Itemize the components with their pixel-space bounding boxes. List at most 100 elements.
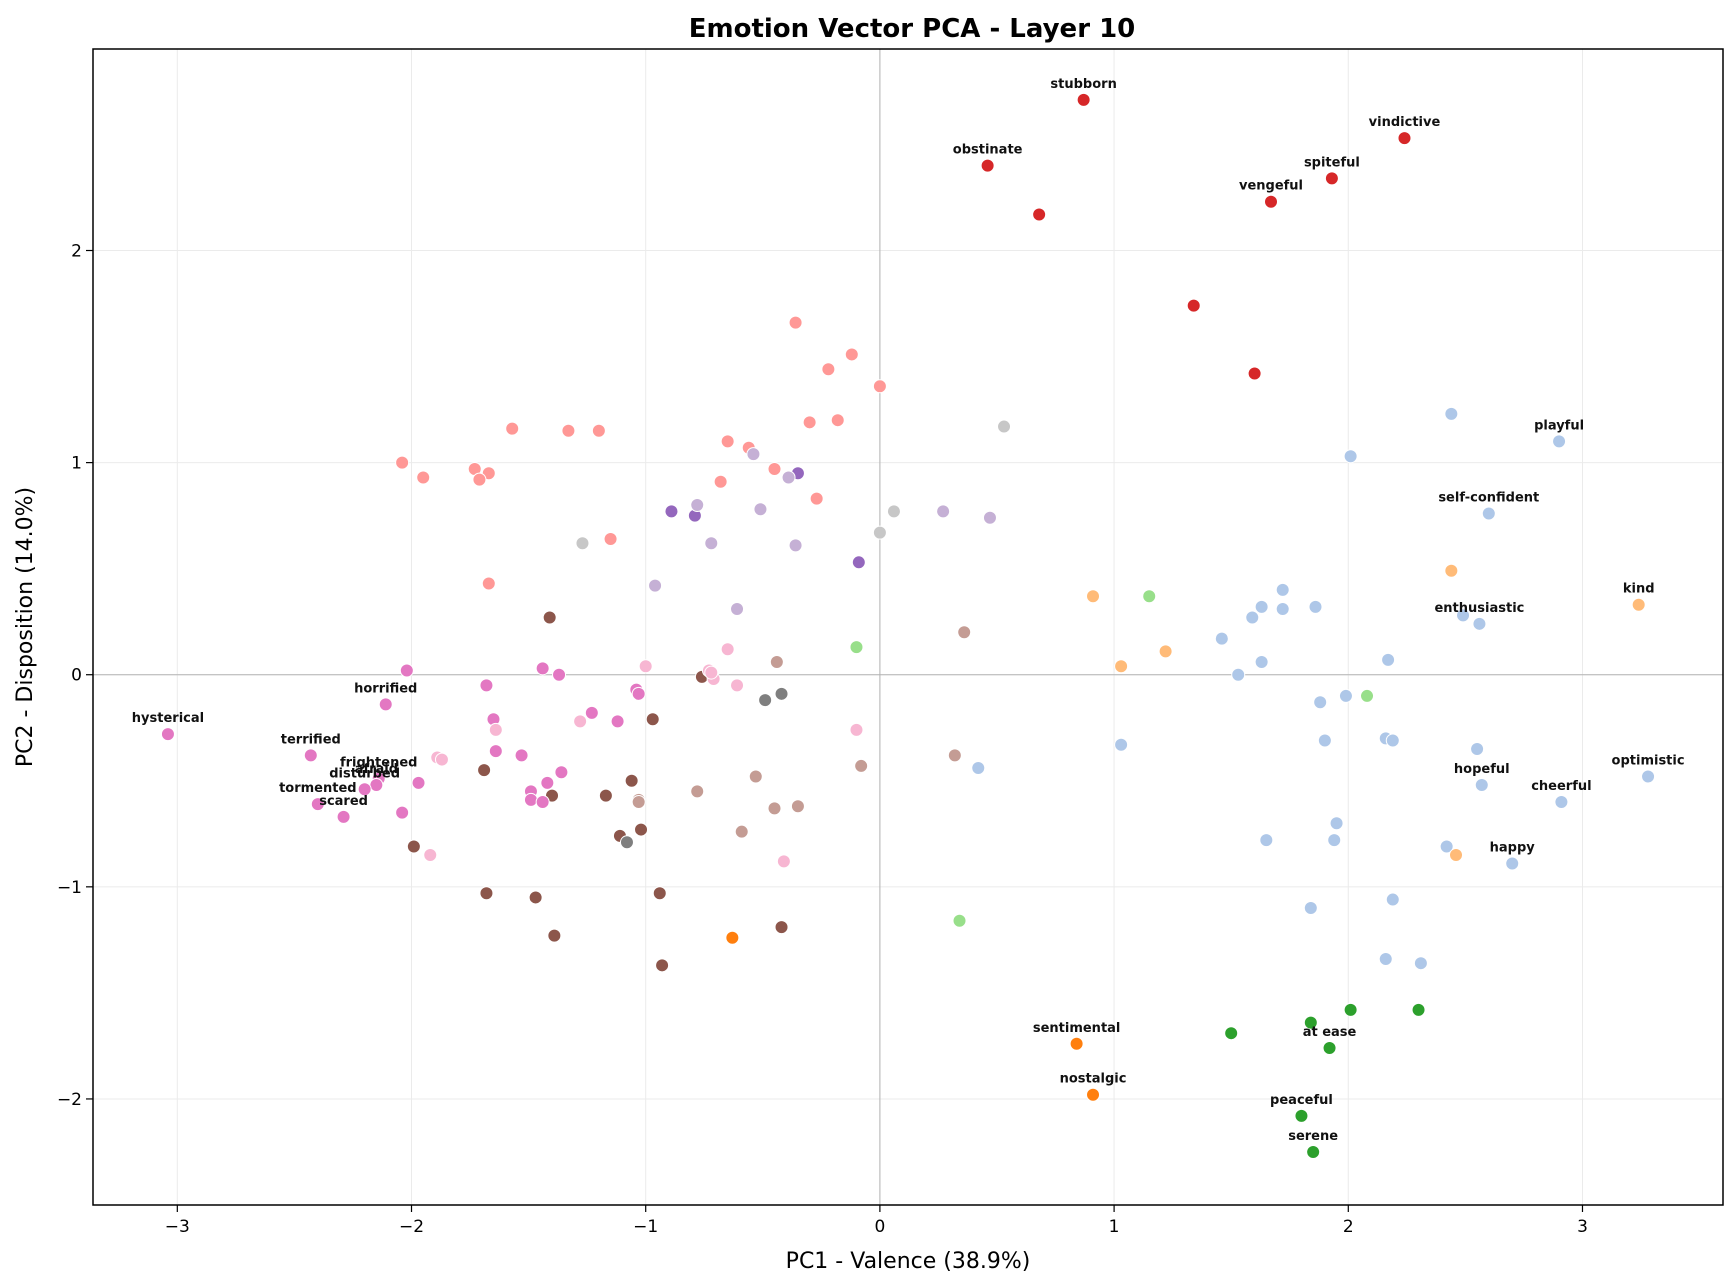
data-point [1322, 1041, 1337, 1056]
data-point [1360, 688, 1375, 703]
data-point [704, 665, 719, 680]
data-point [849, 722, 864, 737]
data-point [652, 886, 667, 901]
data-point [610, 714, 625, 729]
data-point [1381, 652, 1396, 667]
y-axis-label: PC2 - Disposition (14.0%) [13, 487, 38, 767]
data-point [886, 504, 901, 519]
data-point [753, 502, 768, 517]
data-point [734, 824, 749, 839]
data-point [542, 610, 557, 625]
point-label: sentimental [1033, 1021, 1121, 1036]
data-point [872, 525, 887, 540]
data-point [704, 536, 719, 551]
data-point [788, 315, 803, 330]
data-point [1444, 563, 1459, 578]
point-label: nostalgic [1060, 1072, 1127, 1087]
data-point [336, 809, 351, 824]
data-point [1385, 892, 1400, 907]
data-point [725, 930, 740, 945]
data-point [1032, 207, 1047, 222]
y-tick-label: −1 [57, 878, 82, 898]
data-point [1631, 597, 1646, 612]
data-point [1411, 1002, 1426, 1017]
data-point [1306, 1144, 1321, 1159]
data-point [505, 421, 520, 436]
data-point [631, 794, 646, 809]
point-label: afraid [355, 762, 398, 777]
data-point [638, 659, 653, 674]
x-axis-label: PC1 - Valence (38.9%) [786, 1249, 1031, 1274]
data-point [1449, 848, 1464, 863]
data-point [488, 722, 503, 737]
point-label: happy [1490, 841, 1536, 856]
y-tick-label: 1 [71, 454, 82, 474]
ticks-layer: −3 −2 −1 0 1 2 3 −2 −1 0 1 2 [57, 242, 1588, 1237]
data-point [1397, 131, 1412, 146]
data-point [758, 693, 773, 708]
data-point [406, 839, 421, 854]
x-tick-label: −1 [633, 1217, 658, 1237]
data-point [788, 538, 803, 553]
data-point [554, 765, 569, 780]
point-label: kind [1623, 582, 1655, 597]
data-point [434, 752, 449, 767]
point-label: terrified [281, 732, 341, 747]
data-point [1324, 171, 1339, 186]
data-point [971, 761, 986, 776]
data-point [1481, 506, 1496, 521]
point-label: disturbed [329, 766, 400, 781]
data-point [849, 640, 864, 655]
x-tick-label: −2 [399, 1217, 424, 1237]
data-point [1114, 659, 1129, 674]
data-point [1439, 839, 1454, 854]
data-point [802, 415, 817, 430]
point-label: obstinate [953, 143, 1023, 158]
point-label: horrified [354, 681, 417, 696]
point-label: serene [1288, 1129, 1338, 1144]
data-point [982, 510, 997, 525]
data-point [844, 347, 859, 362]
data-point [631, 686, 646, 701]
data-point [1142, 589, 1157, 604]
data-point [774, 686, 789, 701]
data-point [547, 928, 562, 943]
data-point [479, 678, 494, 693]
data-point [821, 362, 836, 377]
data-point [957, 625, 972, 640]
data-point [1303, 1015, 1318, 1030]
data-point [423, 848, 438, 863]
data-point [1158, 644, 1173, 659]
data-point [730, 601, 745, 616]
data-point [552, 667, 567, 682]
data-point [575, 536, 590, 551]
point-label: scared [319, 794, 368, 809]
data-point [952, 913, 967, 928]
data-point [378, 697, 393, 712]
data-point [303, 748, 318, 763]
data-point [730, 678, 745, 693]
data-point [584, 705, 599, 720]
data-point [645, 712, 660, 727]
data-point [713, 474, 728, 489]
data-point [851, 555, 866, 570]
point-label: enthusiastic [1434, 601, 1524, 616]
data-point [1308, 599, 1323, 614]
x-tick-label: 1 [1109, 1217, 1120, 1237]
data-point [357, 782, 372, 797]
data-point [481, 576, 496, 591]
point-labels-layer: stubborn obstinate vindictive spitefulvenge… [132, 77, 1685, 1144]
data-point [1303, 901, 1318, 916]
data-point [535, 794, 550, 809]
data-point [603, 531, 618, 546]
data-point [472, 472, 487, 487]
data-point [624, 773, 639, 788]
data-point [1275, 582, 1290, 597]
data-point [523, 792, 538, 807]
data-point [1254, 599, 1269, 614]
point-label: tormented [279, 781, 357, 796]
data-point [1505, 856, 1520, 871]
data-point [1086, 589, 1101, 604]
